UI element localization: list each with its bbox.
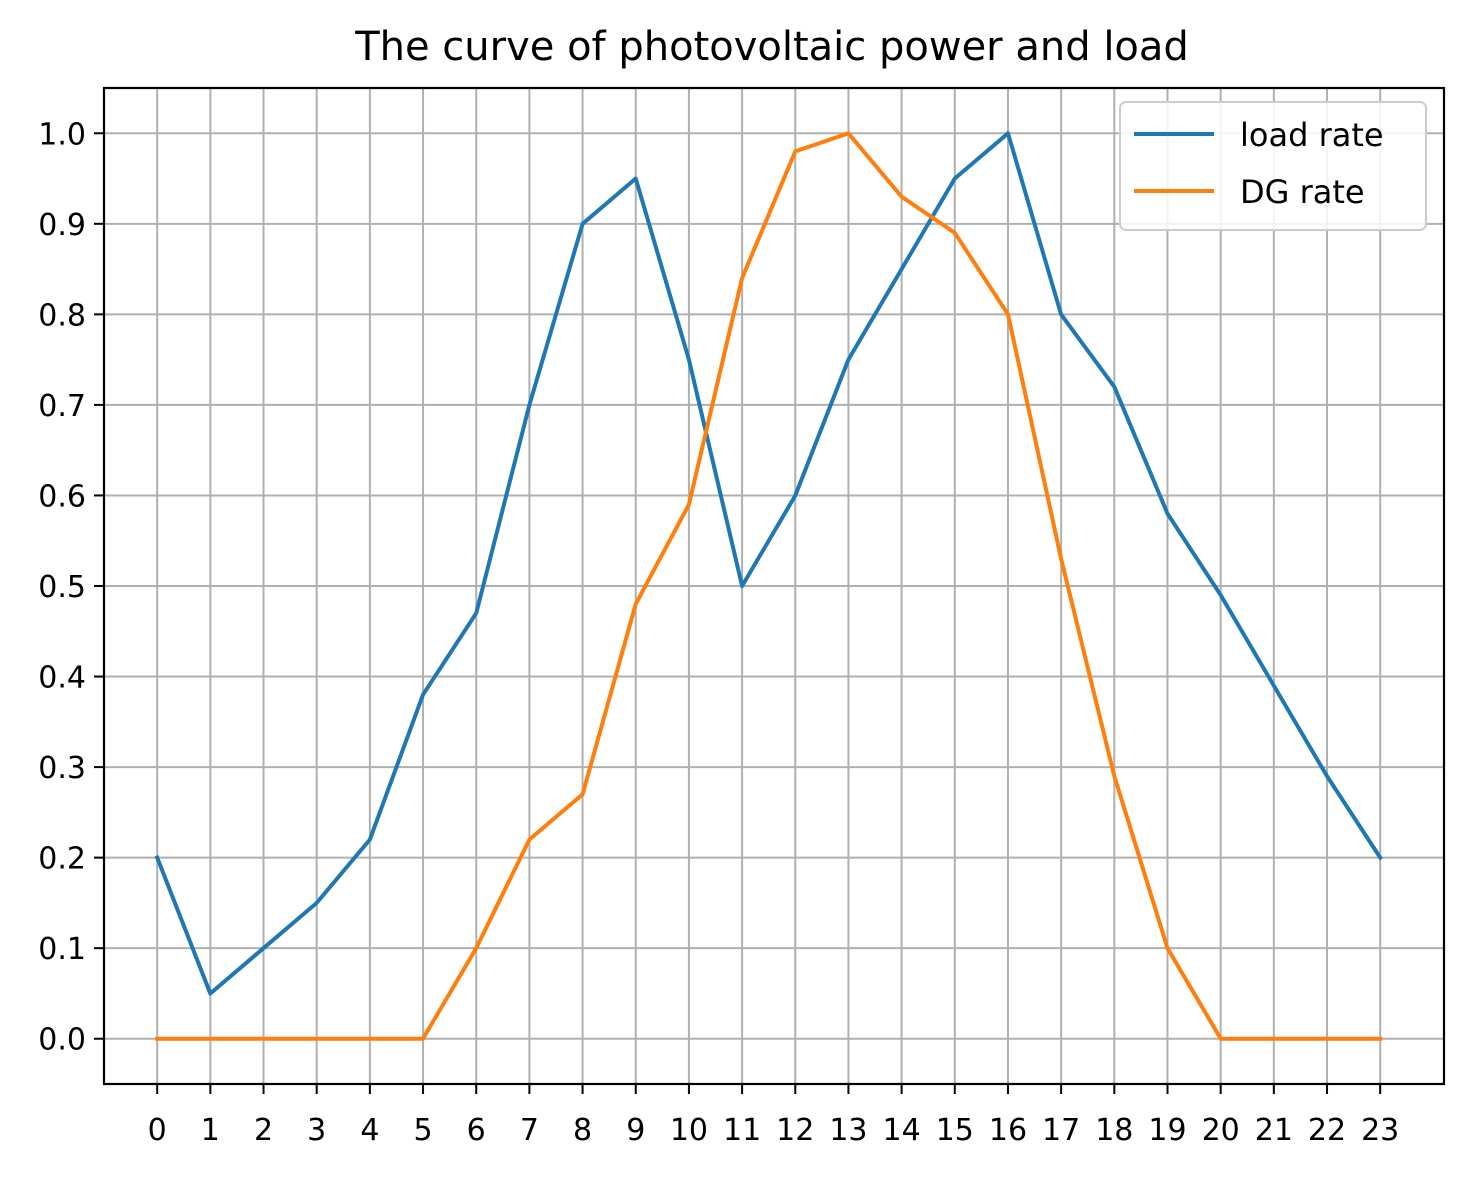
y-tick-label: 0.2 — [38, 842, 86, 877]
y-tick-label: 0.6 — [38, 479, 86, 514]
x-tick-label: 12 — [776, 1113, 814, 1148]
legend: load rate DG rate — [1119, 101, 1427, 231]
y-tick-label: 0.9 — [38, 208, 86, 243]
x-tick-label: 6 — [467, 1113, 486, 1148]
x-tick-label: 15 — [936, 1113, 974, 1148]
x-tick-label: 18 — [1095, 1113, 1133, 1148]
x-tick-label: 11 — [723, 1113, 761, 1148]
series-line-dg-rate — [155, 131, 1383, 1041]
x-tick-label: 3 — [307, 1113, 326, 1148]
y-tick-label: 1.0 — [38, 117, 86, 152]
x-tick-label: 0 — [148, 1113, 167, 1148]
x-tick-label: 23 — [1361, 1113, 1399, 1148]
series-line-load-rate — [154, 131, 1383, 996]
x-tick-label: 21 — [1255, 1113, 1293, 1148]
x-tick-label: 19 — [1148, 1113, 1186, 1148]
legend-label: DG rate — [1240, 173, 1365, 211]
x-tick-label: 13 — [829, 1113, 867, 1148]
x-tick-label: 8 — [573, 1113, 592, 1148]
y-tick-label: 0.0 — [38, 1023, 86, 1058]
x-tick-label: 2 — [254, 1113, 273, 1148]
x-tick-label: 20 — [1202, 1113, 1240, 1148]
x-tick-label: 7 — [520, 1113, 539, 1148]
y-tick-label: 0.1 — [38, 932, 86, 967]
x-tick-label: 22 — [1308, 1113, 1346, 1148]
y-tick-label: 0.8 — [38, 298, 86, 333]
legend-label: load rate — [1240, 116, 1384, 154]
x-tick-label: 14 — [883, 1113, 921, 1148]
y-tick-label: 0.7 — [38, 389, 86, 424]
x-tick-label: 1 — [201, 1113, 220, 1148]
y-tick-label: 0.5 — [38, 570, 86, 605]
y-tick-label: 0.4 — [38, 661, 86, 696]
x-tick-label: 10 — [670, 1113, 708, 1148]
x-tick-label: 17 — [1042, 1113, 1080, 1148]
x-tick-label: 9 — [626, 1113, 645, 1148]
x-tick-label: 5 — [414, 1113, 433, 1148]
series-lines — [154, 131, 1383, 1041]
chart-title: The curve of photovoltaic power and load — [354, 24, 1189, 70]
x-tick-label: 16 — [989, 1113, 1027, 1148]
x-tick-label: 4 — [360, 1113, 379, 1148]
axis-ticks: 0 1 2 3 4 5 6 7 8 9 10 11 12 13 14 15 16 17 18 19 20 21 22 230.… — [38, 117, 1399, 1148]
y-tick-label: 0.3 — [38, 751, 86, 786]
